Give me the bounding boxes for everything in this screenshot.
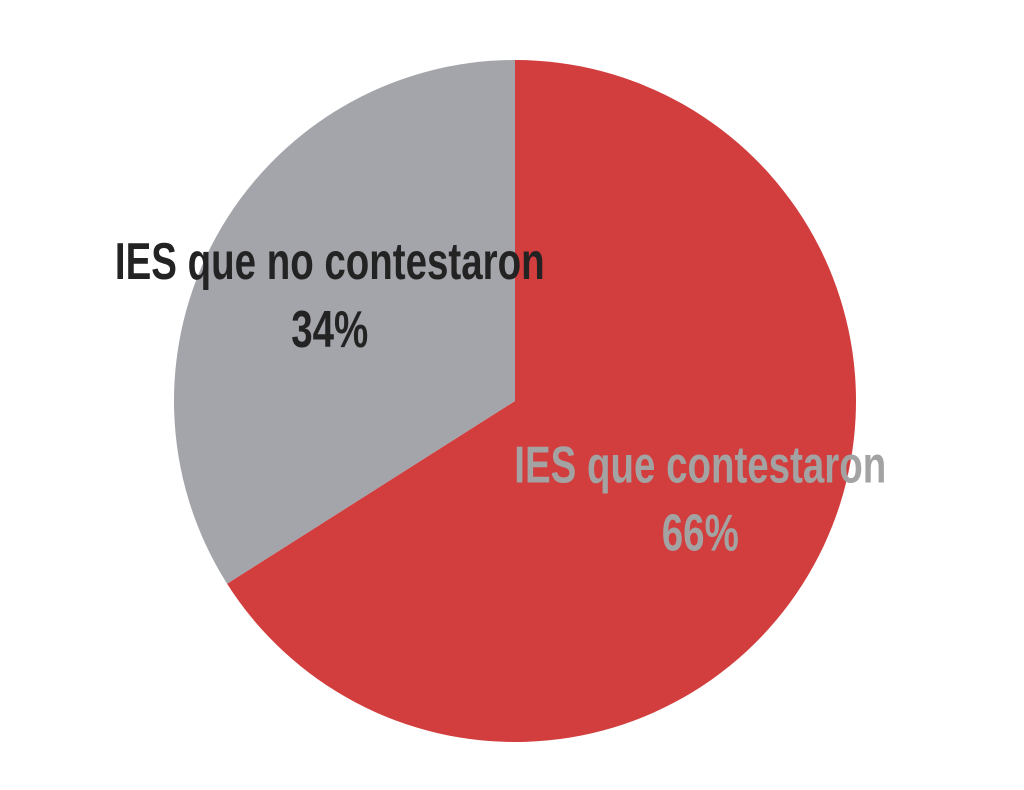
category-label: IES que no contestaron bbox=[115, 232, 545, 290]
pie-slice bbox=[227, 60, 856, 742]
pie-slice bbox=[174, 60, 515, 584]
value-label: 34% bbox=[291, 300, 368, 358]
slice-label: IES que contestaron 66% bbox=[514, 436, 886, 562]
value-label: 66% bbox=[662, 504, 739, 562]
category-label: IES que contestaron bbox=[514, 436, 886, 494]
slice-label: IES que no contestaron 34% bbox=[115, 232, 545, 358]
